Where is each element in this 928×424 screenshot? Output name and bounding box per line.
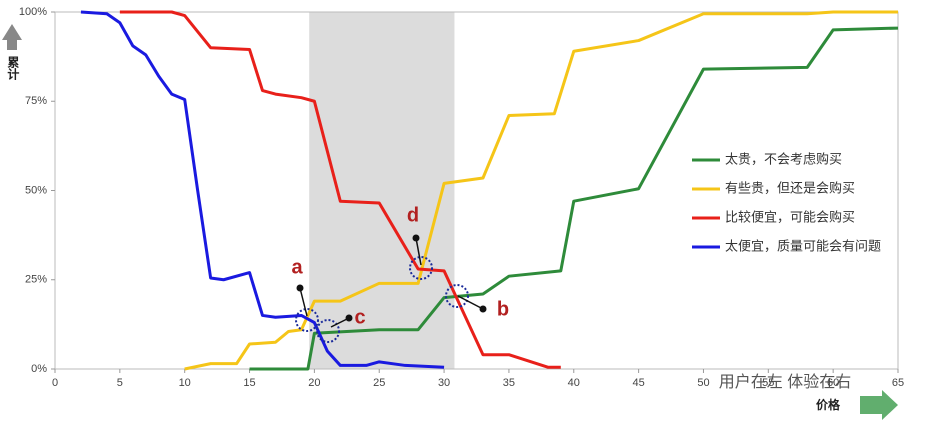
legend-label: 比较便宜，可能会购买: [725, 209, 855, 224]
x-tick-label: 60: [827, 377, 839, 389]
x-arrow: [860, 390, 898, 420]
watermark: 用户在左 体验在右: [719, 373, 851, 391]
series-line: [80, 10, 445, 369]
annotation-label: d: [407, 204, 419, 226]
legend-label: 太便宜，质量可能会有问题: [725, 238, 881, 253]
x-tick-label: 15: [243, 377, 255, 389]
annotation-label: a: [291, 256, 303, 278]
annotation-label: b: [497, 298, 509, 320]
x-tick-label: 30: [438, 377, 450, 389]
annotation-ring: [295, 308, 319, 332]
annotation-ring: [316, 319, 340, 343]
x-axis-label: 价格: [816, 397, 841, 412]
x-tick-label: 25: [373, 377, 385, 389]
y-arrow-shaft: [7, 38, 17, 50]
x-tick-label: 55: [762, 377, 774, 389]
x-tick-label: 50: [697, 377, 709, 389]
shaded-region: [309, 12, 455, 369]
x-tick-label: 35: [503, 377, 515, 389]
annotation-label: c: [354, 306, 365, 328]
x-tick-label: 20: [308, 377, 320, 389]
annotation-dot: [479, 305, 487, 313]
annotation-dot: [412, 234, 420, 242]
series-line: [249, 26, 899, 371]
annotation-dot: [296, 284, 304, 292]
annotation-pointer: [457, 295, 484, 310]
annotation-ring: [445, 284, 469, 308]
annotation-ring: [409, 256, 433, 280]
x-tick-label: 5: [117, 377, 123, 389]
x-tick-label: 0: [52, 377, 58, 389]
series-line: [184, 10, 898, 371]
annotation-dot: [345, 314, 353, 322]
x-tick-label: 45: [632, 377, 644, 389]
annotation-pointer: [299, 287, 308, 317]
y-tick-label: 100%: [19, 6, 47, 18]
legend-label: 太贵，不会考虑购买: [725, 151, 842, 166]
series-line: [119, 10, 561, 369]
y-tick-label: 75%: [25, 95, 47, 107]
x-tick-label: 10: [179, 377, 191, 389]
legend-label: 有些贵，但还是会购买: [725, 180, 855, 195]
y-tick-label: 50%: [25, 184, 47, 196]
y-tick-label: 25%: [25, 274, 47, 286]
y-tick-label: 0%: [31, 363, 47, 375]
annotation-pointer: [415, 237, 422, 266]
x-tick-label: 65: [892, 377, 904, 389]
y-axis-label: 累计: [6, 56, 20, 81]
y-arrow: [2, 24, 22, 40]
x-tick-label: 40: [568, 377, 580, 389]
